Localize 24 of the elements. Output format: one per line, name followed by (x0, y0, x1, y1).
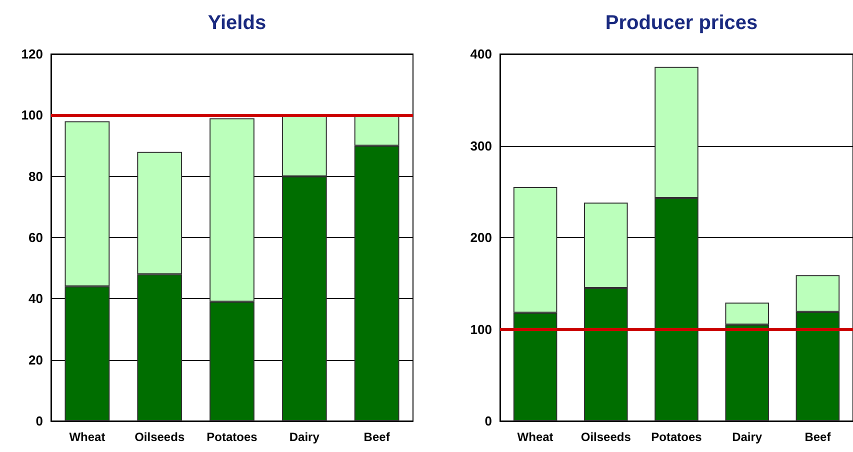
x-tick-label: Dairy (732, 430, 762, 444)
y-tick-label: 0 (484, 414, 492, 428)
x-tick-label: Potatoes (206, 430, 258, 444)
y-tick-label: 100 (470, 322, 492, 337)
x-tick-label: Wheat (69, 430, 106, 444)
x-tick-label: Potatoes (651, 430, 702, 444)
y-tick-label: 400 (470, 46, 492, 62)
y-tick-label: 100 (21, 108, 43, 123)
x-tick-label: Dairy (289, 430, 320, 444)
x-tick-label: Oilseeds (580, 430, 632, 444)
y-tick-label: 120 (21, 46, 43, 62)
chart-title: Yields (208, 12, 266, 34)
y-tick-label: 20 (28, 352, 43, 368)
x-tick-label: Wheat (517, 430, 554, 444)
y-tick-label: 80 (28, 168, 43, 184)
y-tick-label: 300 (470, 138, 492, 154)
x-tick-label: Oilseeds (134, 430, 185, 444)
y-tick-label: 200 (470, 230, 492, 245)
chart-title: Producer prices (605, 12, 758, 34)
x-tick-label: Beef (804, 430, 832, 444)
y-tick-label: 40 (28, 291, 43, 306)
x-tick-label: Beef (364, 430, 391, 444)
y-tick-label: 0 (36, 414, 43, 428)
y-tick-label: 60 (28, 230, 43, 245)
